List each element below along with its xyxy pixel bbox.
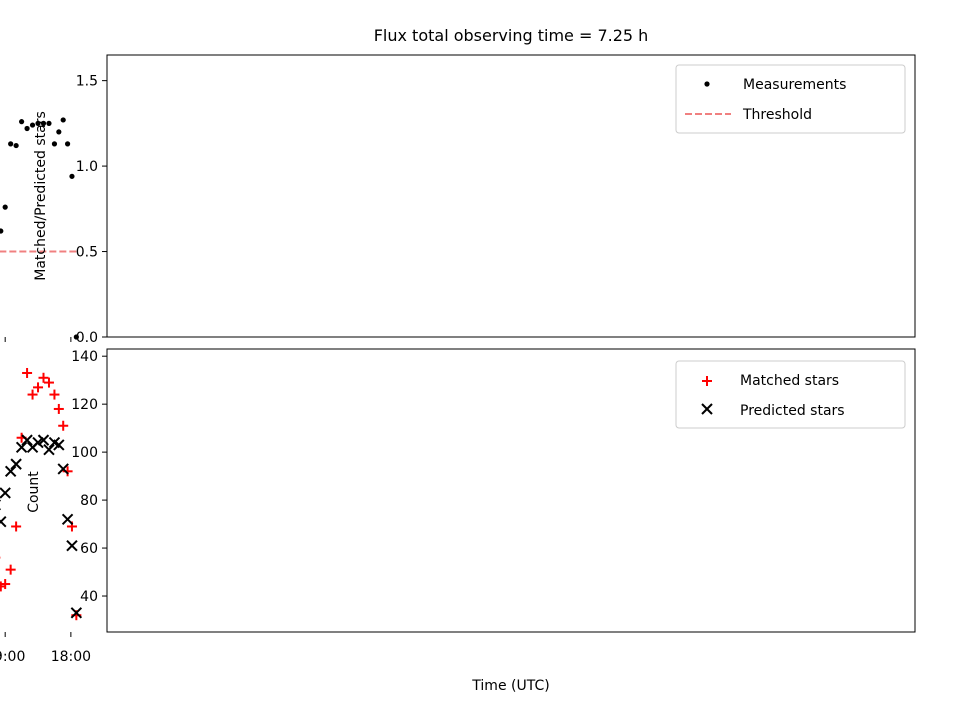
matched-stars-point	[38, 372, 49, 383]
matched-legend-label: Matched stars	[740, 373, 839, 389]
matched-stars-point	[5, 564, 16, 575]
predicted-legend-label: Predicted stars	[740, 403, 845, 419]
y-tick-label: 0.0	[76, 330, 98, 346]
top-y-ticks: 0.0 0.5 1.0 1.5	[76, 74, 107, 346]
matched-stars-point	[11, 521, 22, 532]
bottom-legend: Matched stars Predicted stars	[675, 360, 906, 429]
measurement-point	[69, 173, 75, 179]
measurement-point	[29, 122, 36, 128]
measurement-point	[64, 141, 71, 147]
measurement-point	[19, 119, 25, 125]
bottom-y-ticks: 40 60 80 100 120 140	[71, 349, 107, 605]
measurement-point	[13, 142, 19, 149]
y-tick-label: 80	[80, 493, 98, 509]
predicted-stars-point	[4, 465, 17, 478]
predicted-stars-point	[0, 515, 7, 528]
predicted-stars-point	[15, 441, 28, 454]
matched-legend-marker	[702, 376, 712, 386]
predicted-stars-point	[0, 487, 11, 499]
predicted-stars-point	[70, 607, 83, 619]
bottom-y-axis-label: Count	[26, 471, 42, 513]
matched-stars-point	[27, 389, 38, 400]
measurement-point	[35, 120, 41, 126]
predicted-stars-point	[61, 513, 74, 525]
bottom-plot-frame	[106, 348, 916, 633]
predicted-stars-point	[48, 436, 61, 449]
x-tick-label: 19:00	[0, 649, 25, 665]
y-tick-label: 0.5	[76, 245, 98, 261]
top-marks	[0, 117, 79, 340]
top-y-axis-label: Matched/Predicted stars	[33, 111, 49, 281]
y-tick-label: 120	[71, 397, 98, 413]
matched-stars-point	[0, 581, 6, 592]
predicted-stars-point	[10, 458, 22, 470]
measurement-point	[51, 141, 58, 147]
measurement-point	[24, 125, 30, 132]
measurement-point	[0, 228, 4, 234]
y-tick-label: 60	[80, 541, 98, 557]
predicted-stars-point	[66, 539, 78, 552]
y-tick-label: 140	[71, 349, 98, 365]
matched-stars-point	[33, 382, 44, 393]
matched-stars-point	[53, 403, 64, 414]
chart-title: Flux total observing time = 7.25 h	[374, 26, 649, 45]
x-axis-label: Time (UTC)	[471, 678, 549, 694]
measurement-point	[60, 117, 66, 123]
top-legend-frame	[675, 64, 906, 134]
bottom-x-ticks: 18:0019:0020:0021:0022:0023:0000:0001:00…	[0, 632, 91, 665]
y-tick-label: 40	[80, 589, 98, 605]
y-tick-label: 100	[71, 445, 98, 461]
top-x-ticks	[4, 337, 72, 342]
y-tick-label: 1.5	[76, 74, 98, 90]
matched-stars-point	[22, 367, 33, 378]
predicted-stars-point	[21, 434, 33, 446]
measurement-point	[73, 334, 79, 340]
bottom-legend-frame	[675, 360, 906, 429]
matched-stars-point	[49, 389, 60, 400]
x-tick-label: 18:00	[51, 649, 91, 665]
measurement-point	[2, 204, 8, 210]
predicted-stars-point	[43, 444, 55, 456]
measurement-point	[56, 129, 62, 135]
y-tick-label: 1.0	[76, 159, 98, 175]
predicted-stars-point	[57, 463, 69, 475]
measurements-legend-marker	[704, 81, 710, 87]
threshold-legend-label: Threshold	[742, 107, 812, 123]
matched-stars-point	[58, 420, 69, 431]
top-legend: Measurements Threshold	[675, 64, 906, 134]
measurements-legend-label: Measurements	[743, 77, 846, 93]
predicted-stars-point	[26, 441, 39, 454]
predicted-legend-marker	[701, 403, 713, 415]
top-plot-frame	[106, 54, 916, 338]
top-panel: 0.0 0.5 1.0 1.5 Matched/Predicted stars Mea…	[0, 54, 916, 346]
bottom-marks	[0, 367, 83, 621]
measurement-point	[46, 120, 52, 126]
measurement-point	[8, 141, 14, 147]
matched-stars-point	[43, 377, 54, 388]
measurement-point	[40, 120, 47, 126]
